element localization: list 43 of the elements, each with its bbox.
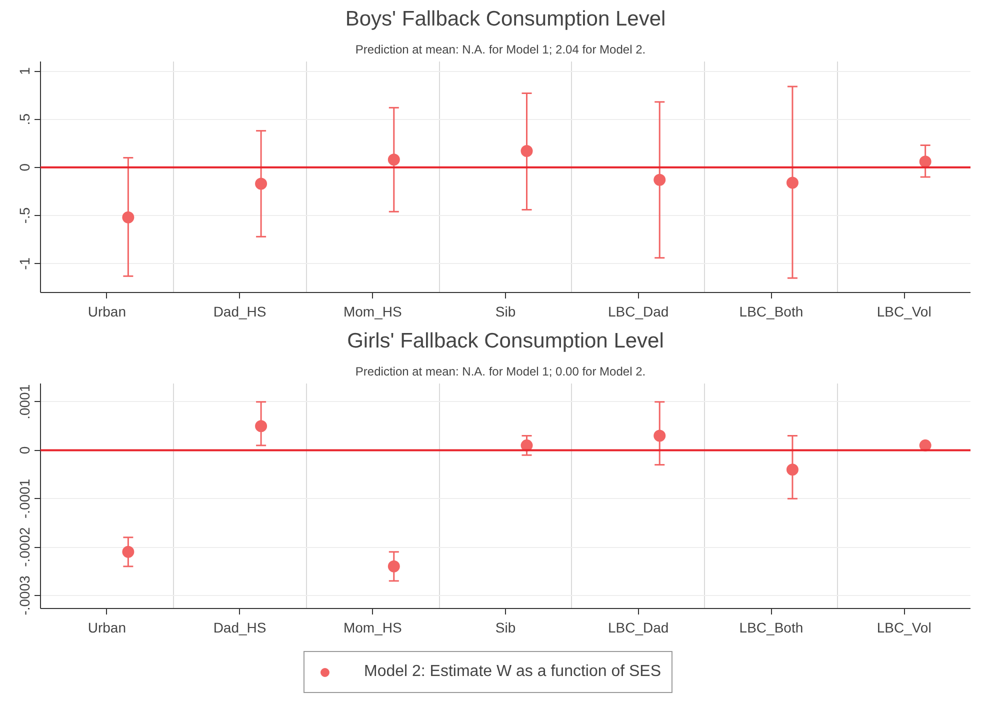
point	[520, 439, 533, 452]
point	[786, 176, 798, 189]
point	[786, 464, 798, 476]
legend-label: Model 2: Estimate W as a function of SES	[364, 663, 662, 681]
point	[388, 560, 400, 572]
y-tick-label: 1	[16, 67, 32, 76]
x-tick-label: Sib	[495, 620, 516, 636]
chart-title: Boys' Fallback Consumption Level	[345, 8, 666, 30]
x-tick-label: LBC_Dad	[608, 304, 669, 320]
y-tick-label: -1	[16, 257, 32, 270]
point	[388, 154, 400, 166]
x-tick-label: LBC_Vol	[876, 304, 932, 320]
x-tick-label: Urban	[88, 304, 126, 320]
y-tick-label: 0	[16, 446, 32, 454]
x-tick-label: Mom_HS	[343, 620, 402, 636]
x-tick-label: Sib	[495, 304, 516, 320]
y-tick-label: .0001	[16, 384, 32, 420]
point	[255, 178, 268, 190]
x-tick-label: LBC_Dad	[608, 620, 669, 636]
x-tick-label: LBC_Both	[739, 304, 804, 320]
y-tick-label: -.5	[16, 207, 32, 224]
point	[654, 174, 666, 186]
y-tick-label: -.0001	[16, 478, 32, 519]
point	[919, 156, 932, 168]
chart-subtitle: Prediction at mean: N.A. for Model 1; 0.00 for Model 2.	[355, 364, 646, 378]
point	[654, 430, 666, 442]
x-tick-label: Urban	[88, 620, 126, 636]
y-tick-label: -.0002	[16, 526, 32, 567]
y-tick-label: 0	[16, 163, 32, 172]
x-tick-label: Dad_HS	[213, 304, 266, 320]
x-tick-label: LBC_Both	[739, 620, 804, 636]
chart-subtitle: Prediction at mean: N.A. for Model 1; 2.04 for Model 2.	[355, 42, 646, 56]
chart-title: Girls' Fallback Consumption Level	[347, 330, 664, 352]
y-tick-label: .5	[16, 113, 32, 126]
point	[122, 211, 134, 224]
x-tick-label: Mom_HS	[343, 304, 402, 320]
x-tick-label: Dad_HS	[213, 620, 266, 636]
point	[122, 546, 134, 558]
x-tick-label: LBC_Vol	[876, 620, 932, 636]
point	[255, 420, 268, 432]
y-tick-label: -.0003	[16, 575, 32, 616]
point	[520, 145, 533, 157]
point	[919, 439, 932, 452]
